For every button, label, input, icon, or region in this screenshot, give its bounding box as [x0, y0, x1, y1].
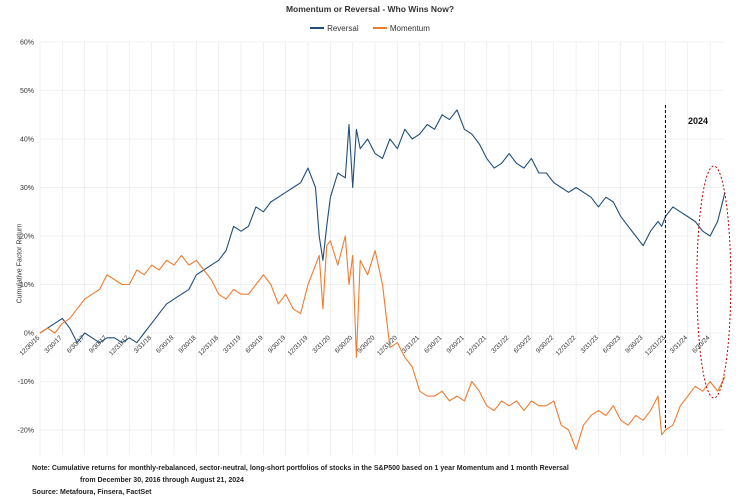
year-2024-label: 2024	[688, 116, 709, 126]
x-tick-label: 6/30/22	[513, 334, 534, 355]
x-tick-label: 12/31/21	[465, 334, 488, 357]
x-tick-label: 12/31/18	[197, 334, 220, 357]
legend-swatch-momentum	[372, 27, 387, 29]
legend-item-reversal: Reversal	[310, 24, 359, 33]
x-tick-label: 3/31/18	[133, 334, 154, 355]
source-line: Source: Metafoura, Finsera, FactSet	[32, 489, 152, 496]
legend: Reversal Momentum	[0, 22, 740, 33]
x-tick-label: 9/30/18	[177, 334, 198, 355]
x-tick-label: 12/31/22	[555, 334, 578, 357]
x-tick-label: 6/30/24	[691, 334, 712, 355]
x-tick-label: 3/31/23	[580, 334, 601, 355]
x-tick-label: 6/30/19	[244, 334, 265, 355]
x-tick-label: 3/30/17	[43, 334, 64, 355]
series-line-reversal	[39, 109, 726, 344]
note-line-2: from December 30, 2016 through August 21…	[80, 477, 244, 484]
x-tick-label: 6/30/18	[155, 334, 176, 355]
x-tick-label: 3/31/24	[669, 334, 690, 355]
y-tick-label: 0%	[24, 331, 34, 338]
y-tick-label: 60%	[20, 40, 34, 47]
x-tick-label: 12/31/19	[287, 334, 310, 357]
x-tick-label: 6/30/20	[334, 334, 355, 355]
x-tick-label: 9/30/19	[267, 334, 288, 355]
legend-swatch-reversal	[310, 27, 325, 29]
legend-item-momentum: Momentum	[372, 23, 430, 33]
x-tick-label: 6/30/17	[66, 334, 87, 355]
chart-note: Note: Cumulative returns for monthly-reb…	[32, 463, 569, 499]
x-tick-label: 9/30/21	[446, 334, 467, 355]
y-tick-label: 50%	[20, 88, 34, 95]
x-tick-label: 6/30/23	[602, 334, 623, 355]
x-tick-label: 3/31/22	[490, 334, 511, 355]
y-tick-label: -20%	[18, 428, 34, 435]
x-tick-label: 9/30/23	[624, 334, 645, 355]
x-tick-label: 9/30/22	[535, 334, 556, 355]
y-tick-label: 30%	[20, 185, 34, 192]
x-tick-label: 3/31/20	[312, 334, 333, 355]
y-tick-label: -10%	[18, 379, 34, 386]
chart-title: Momentum or Reversal - Who Wins Now?	[285, 4, 455, 14]
y-tick-label: 20%	[20, 234, 34, 241]
x-tick-label: 9/30/20	[356, 334, 377, 355]
x-tick-label: 3/31/19	[222, 334, 243, 355]
x-tick-label: 12/30/16	[19, 334, 42, 357]
note-line-1: Note: Cumulative returns for monthly-reb…	[32, 465, 569, 472]
x-tick-label: 12/31/20	[376, 334, 399, 357]
legend-label-reversal: Reversal	[327, 23, 359, 33]
x-tick-label: 12/31/23	[644, 334, 667, 357]
x-tick-label: 6/30/21	[423, 334, 444, 355]
y-tick-label: 40%	[20, 137, 34, 144]
y-tick-label: 10%	[20, 282, 34, 289]
series-line-momentum	[39, 235, 726, 450]
x-tick-label: 3/31/21	[401, 334, 422, 355]
legend-label-momentum: Momentum	[389, 23, 430, 33]
highlight-ellipse-2024	[696, 165, 732, 399]
